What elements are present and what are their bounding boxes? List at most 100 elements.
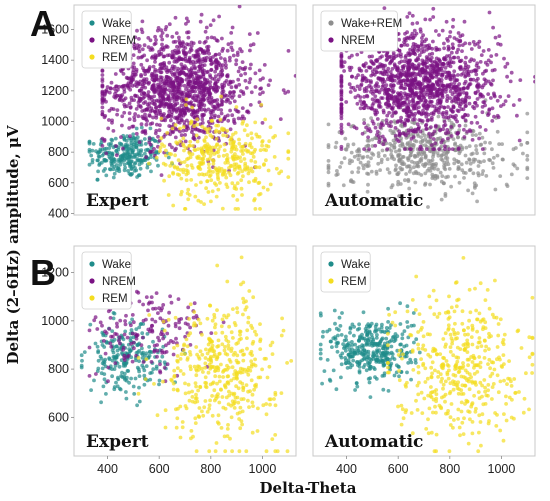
point-nrem xyxy=(169,118,173,123)
point-nrem xyxy=(208,23,213,27)
point-rem xyxy=(162,144,167,149)
point-rem xyxy=(259,102,264,107)
point-nrem xyxy=(211,18,216,23)
point-nrem xyxy=(432,129,437,134)
point-rem xyxy=(244,383,249,387)
point-nrem xyxy=(451,84,456,89)
point-nrem xyxy=(160,31,165,35)
point-rem xyxy=(265,187,270,192)
point-rem xyxy=(217,374,222,379)
point-wake xyxy=(339,333,344,337)
point-wake-rem xyxy=(456,160,461,165)
point-nrem xyxy=(493,35,498,40)
point-nrem xyxy=(139,86,144,91)
point-wake-rem xyxy=(346,142,350,147)
point-wake-rem xyxy=(415,160,420,165)
point-nrem xyxy=(125,84,130,88)
point-nrem xyxy=(134,107,139,111)
point-nrem xyxy=(202,103,207,108)
point-wake xyxy=(375,350,379,354)
point-wake xyxy=(149,155,153,160)
point-rem xyxy=(240,121,245,126)
point-wake-rem xyxy=(436,167,440,172)
point-nrem xyxy=(144,77,149,82)
point-nrem xyxy=(155,354,159,359)
point-nrem xyxy=(171,83,176,88)
point-nrem xyxy=(390,114,395,118)
point-rem xyxy=(210,343,215,348)
point-wake-rem xyxy=(326,159,331,163)
point-nrem xyxy=(489,82,494,87)
point-nrem xyxy=(137,140,142,145)
point-nrem xyxy=(399,119,404,124)
point-rem xyxy=(181,170,186,175)
point-wake xyxy=(132,155,137,160)
point-nrem xyxy=(246,110,251,115)
point-wake-rem xyxy=(498,174,503,179)
point-wake-rem xyxy=(426,158,431,163)
point-nrem xyxy=(339,102,344,107)
point-nrem xyxy=(463,113,467,118)
point-nrem xyxy=(102,339,106,343)
point-rem xyxy=(189,429,194,433)
point-nrem xyxy=(134,80,139,84)
point-wake xyxy=(342,346,346,350)
point-wake-rem xyxy=(511,162,516,167)
point-nrem xyxy=(219,69,223,74)
point-nrem xyxy=(213,59,218,64)
point-rem xyxy=(236,400,241,405)
point-nrem xyxy=(410,80,415,85)
point-nrem xyxy=(443,144,447,149)
point-wake xyxy=(390,355,395,360)
point-nrem xyxy=(132,46,137,51)
point-nrem xyxy=(373,143,378,148)
point-nrem xyxy=(412,51,416,55)
point-nrem xyxy=(174,336,178,341)
point-rem xyxy=(188,364,193,369)
point-rem xyxy=(194,392,198,397)
point-rem xyxy=(212,398,217,403)
point-wake-rem xyxy=(525,111,530,116)
point-nrem xyxy=(150,329,155,334)
point-wake xyxy=(137,369,142,374)
point-wake xyxy=(110,138,115,143)
point-nrem xyxy=(139,343,144,347)
point-rem xyxy=(250,392,255,397)
point-nrem xyxy=(193,65,197,70)
point-nrem xyxy=(143,112,147,117)
point-nrem xyxy=(428,135,433,139)
point-rem xyxy=(200,172,205,177)
point-wake xyxy=(123,157,128,161)
point-wake xyxy=(103,167,107,171)
point-wake xyxy=(133,376,138,381)
point-nrem xyxy=(390,107,395,111)
point-nrem xyxy=(350,53,354,58)
point-wake xyxy=(125,134,129,139)
point-wake-rem xyxy=(462,176,466,180)
point-rem xyxy=(223,161,228,165)
point-rem xyxy=(264,449,269,454)
point-wake-rem xyxy=(366,182,370,187)
point-wake-rem xyxy=(369,116,373,120)
point-wake xyxy=(122,151,127,156)
point-wake-rem xyxy=(349,150,354,155)
point-rem xyxy=(255,134,260,139)
point-wake xyxy=(353,342,357,347)
point-rem xyxy=(175,343,180,348)
point-nrem xyxy=(420,47,425,51)
point-wake xyxy=(99,356,104,361)
point-nrem xyxy=(224,65,228,70)
point-nrem xyxy=(141,360,146,364)
point-nrem xyxy=(227,58,232,63)
point-nrem xyxy=(443,57,448,62)
point-rem xyxy=(204,186,209,191)
point-wake-rem xyxy=(445,150,449,155)
point-rem xyxy=(206,370,211,375)
point-nrem xyxy=(477,39,482,44)
point-nrem xyxy=(433,141,438,146)
point-nrem xyxy=(469,120,474,125)
point-nrem xyxy=(122,110,127,115)
point-rem xyxy=(266,144,271,149)
point-nrem xyxy=(480,105,485,109)
point-wake xyxy=(93,341,98,346)
